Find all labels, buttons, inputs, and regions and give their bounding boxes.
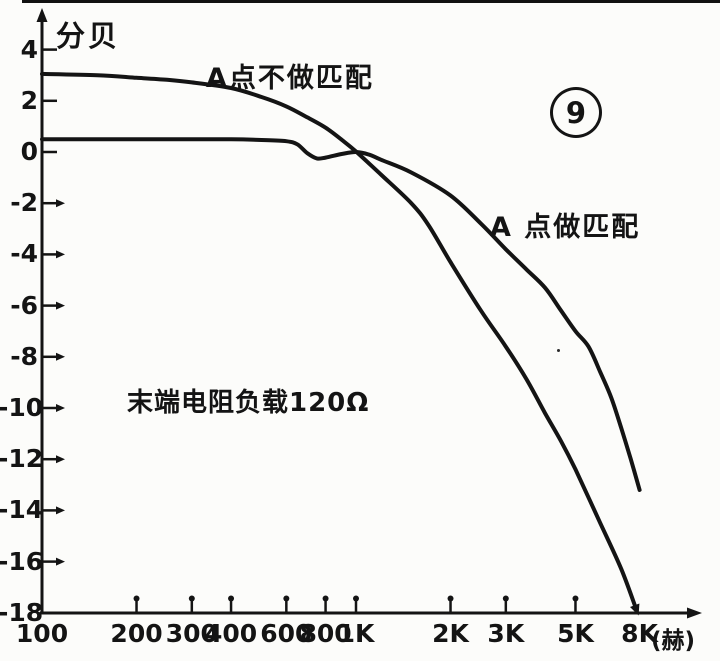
x-tick-label: 2K	[432, 619, 469, 648]
x-tick-label: 800	[299, 619, 352, 648]
x-tick-dot	[502, 595, 509, 602]
x-tick-dot	[133, 595, 140, 602]
x-tick-dot	[188, 595, 195, 602]
y-tick-arrow-icon	[56, 455, 65, 464]
y-tick-label: -16	[0, 546, 44, 576]
y-tick-arrow-icon	[56, 404, 65, 412]
y-tick-arrow-icon	[56, 250, 65, 259]
x-tick-label: 8K	[621, 619, 658, 648]
y-tick-label: 2	[20, 85, 38, 115]
curve-matched-path	[40, 137, 642, 492]
y-axis-arrow-icon	[36, 8, 48, 22]
y-tick-label: -14	[0, 495, 44, 525]
figure-number-badge: 9	[550, 87, 602, 138]
curve-label-matched: A 点做匹配	[490, 212, 641, 243]
y-tick-label: -10	[0, 393, 44, 422]
x-tick-dot	[572, 595, 579, 602]
y-tick-label: -8	[10, 341, 38, 371]
y-tick-label: -2	[10, 188, 38, 218]
x-tick-dot	[447, 595, 454, 602]
y-tick-arrow-icon	[56, 506, 65, 515]
y-tick-label: -4	[10, 239, 38, 269]
y-tick-label: 4	[20, 34, 38, 64]
curve-end-arrow-icon	[630, 603, 640, 616]
curve-label-unmatched: A点不做匹配	[206, 63, 374, 94]
x-tick-label: 600	[260, 619, 313, 648]
y-tick-label: -18	[0, 597, 44, 627]
x-tick-label: 300	[165, 619, 218, 648]
y-tick-label: 0	[20, 137, 38, 166]
scan-artifact-line	[22, 0, 720, 3]
x-tick-dot	[322, 595, 329, 602]
y-tick-label: -12	[0, 444, 44, 474]
x-tick-label: 200	[110, 619, 163, 648]
x-axis-arrow-icon	[687, 607, 702, 619]
x-tick-dot	[353, 595, 359, 602]
x-tick-dot	[283, 595, 290, 602]
y-tick-label: -6	[10, 290, 38, 320]
x-tick-label: 5K	[557, 619, 594, 648]
curve-unmatched-path	[40, 71, 639, 611]
x-tick-label: 3K	[487, 619, 525, 648]
figure-number: 9	[565, 95, 587, 130]
y-tick-arrow-icon	[56, 301, 65, 310]
x-axis-unit: (赫)	[651, 628, 696, 654]
y-axis-title: 分贝	[56, 19, 121, 53]
x-tick-label: 400	[204, 619, 258, 648]
y-tick-arrow-icon	[56, 199, 65, 208]
y-tick-arrow-icon	[56, 557, 65, 566]
y-tick-arrow-icon	[56, 352, 65, 361]
scan-speck	[557, 349, 560, 352]
x-tick-dot	[228, 595, 235, 602]
load-annotation: 末端电阻负载120Ω	[127, 388, 370, 418]
x-tick-label: 1K	[337, 619, 375, 648]
x-tick-label: 100	[15, 619, 69, 648]
